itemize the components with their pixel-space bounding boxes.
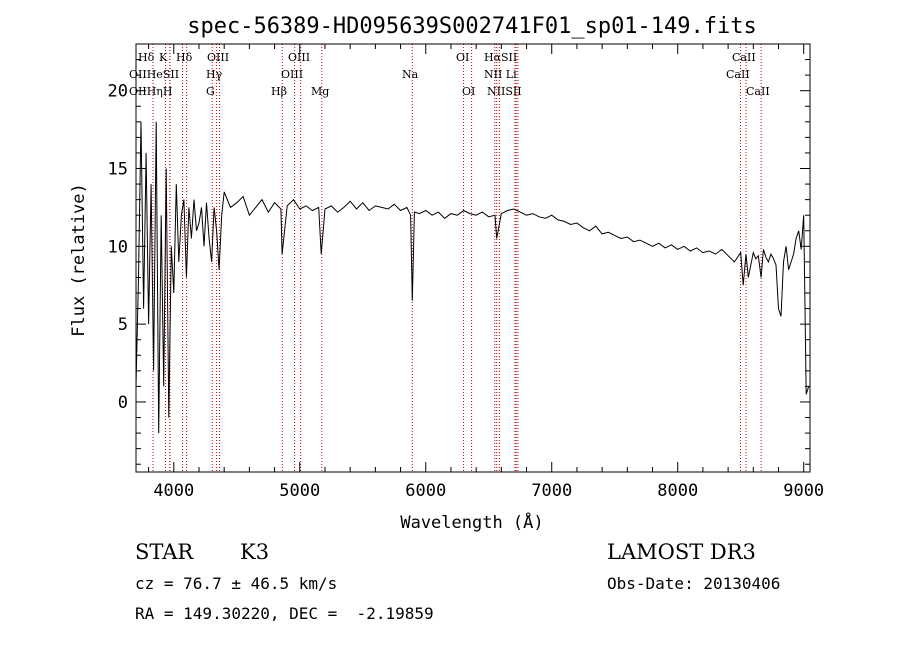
y-axis-label: Flux (relative) (69, 183, 89, 337)
y-tick-label-5: 5 (118, 315, 128, 335)
line-label-oii-r3: OIIHηH (129, 85, 172, 98)
y-tick-label-15: 15 (108, 160, 128, 180)
line-label-mg-r3: Mg (311, 85, 329, 98)
line-label-halpha-r1: HαSII (484, 51, 517, 64)
line-label-nii-r2: NII Li (484, 68, 517, 81)
line-label-na-r2: Na (402, 68, 419, 81)
line-label-caii-r2: CaII (726, 68, 750, 81)
x-tick-label-7000: 7000 (531, 481, 572, 501)
line-label-oiii-r2: OIII (281, 68, 303, 81)
x-axis-label: Wavelength (Å) (400, 511, 543, 533)
line-label-oiii-r1: OIII (207, 51, 229, 64)
axis-ticks: 4000 5000 6000 7000 8000 9000 0 5 10 15 20 (108, 44, 824, 501)
line-label-g-r3: G (206, 85, 215, 98)
x-tick-label-4000: 4000 (153, 481, 194, 501)
redshift-cz: cz = 76.7 ± 46.5 km/s (135, 574, 338, 593)
object-class: STAR (135, 540, 194, 564)
y-tick-label-20: 20 (108, 82, 128, 102)
x-tick-label-5000: 5000 (279, 481, 320, 501)
spectral-line-markers (152, 44, 762, 472)
line-label-caii-r1: CaII (732, 51, 756, 64)
line-label-oi-r3: OI (462, 85, 475, 98)
spectral-line-labels: Hδ K Hδ OIII OIII OI HαSII CaII OIIHeSII… (129, 51, 770, 98)
line-label-oii-r2: OIIHeSII (129, 68, 179, 81)
object-subclass: K3 (240, 540, 270, 564)
chart-title: spec-56389-HD095639S002741F01_sp01-149.f… (187, 14, 757, 39)
line-label-oi-r1: OI (456, 51, 469, 64)
spectrum-line (135, 121, 810, 434)
observation-date: Obs-Date: 20130406 (607, 574, 781, 593)
y-tick-label-10: 10 (108, 237, 128, 257)
line-label-hgamma-r2: Hγ (206, 68, 223, 81)
line-label-k-r1: K (159, 51, 168, 64)
plot-frame (135, 43, 811, 473)
coordinates: RA = 149.30220, DEC = -2.19859 (135, 604, 434, 623)
line-label-hdelta2-r1: Hδ (176, 51, 193, 64)
line-label-hdelta-r1: Hδ (138, 51, 155, 64)
x-tick-label-9000: 9000 (783, 481, 824, 501)
line-label-niisii-r3: NIISII (487, 85, 522, 98)
line-label-caii-r3: CaII (746, 85, 770, 98)
line-label-oiii2-r1: OIII (288, 51, 310, 64)
survey-name: LAMOST DR3 (607, 540, 756, 564)
y-tick-label-0: 0 (118, 393, 128, 413)
x-tick-label-8000: 8000 (657, 481, 698, 501)
x-tick-label-6000: 6000 (405, 481, 446, 501)
line-label-hbeta-r3: Hβ (271, 85, 287, 98)
